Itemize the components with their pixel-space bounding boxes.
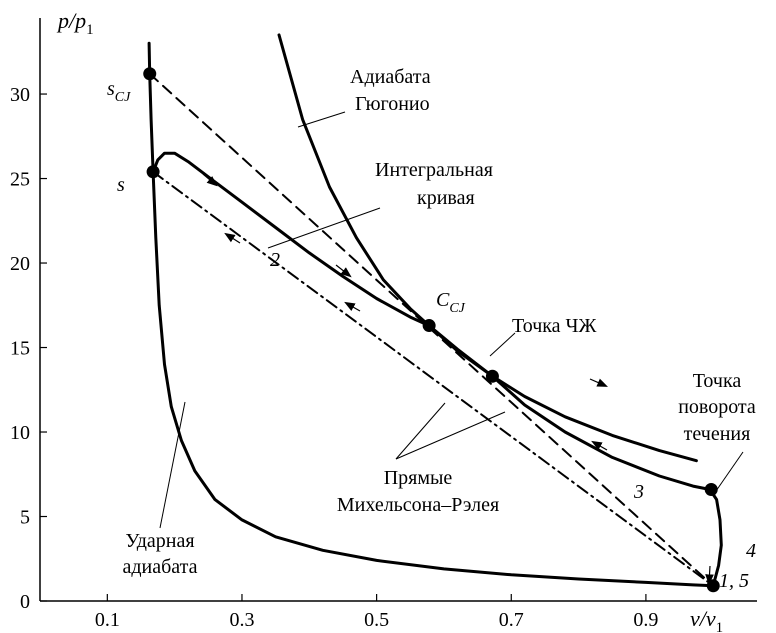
point-turning-point bbox=[704, 482, 718, 496]
leader-integral bbox=[267, 207, 381, 249]
x-tick-label-0: 0.1 bbox=[95, 609, 120, 631]
label-hugoniot-2: Гюгонио bbox=[355, 93, 430, 115]
arrow-integral-bottom bbox=[705, 565, 714, 586]
y-tick-label-0: 0 bbox=[20, 591, 30, 613]
label-shock-2: адиабата bbox=[122, 556, 197, 578]
leader-turning bbox=[715, 451, 744, 492]
y-tick-label-3: 15 bbox=[10, 338, 30, 360]
series-group bbox=[143, 33, 723, 593]
label-integral-1: Интегральная bbox=[375, 159, 493, 181]
x-tick-label-1: 0.3 bbox=[229, 609, 254, 631]
point-s bbox=[146, 165, 160, 179]
arrow-rayleigh-s-lower bbox=[591, 440, 608, 451]
series-integral-curve bbox=[151, 151, 723, 588]
label-hugoniot-1: Адиабата bbox=[350, 66, 431, 88]
label-num-3: 3 bbox=[633, 481, 644, 503]
y-tick-label-5: 25 bbox=[10, 169, 30, 191]
y-tick-label-6: 30 bbox=[10, 84, 30, 106]
label-num-2: 2 bbox=[270, 249, 280, 271]
label-rayleigh-1: Прямые bbox=[384, 467, 453, 489]
y-axis-title: p/p1 bbox=[56, 8, 94, 38]
label-integral-2: кривая bbox=[417, 187, 475, 209]
leader-shock bbox=[159, 401, 186, 529]
label-turning-2: поворота bbox=[678, 396, 756, 418]
label-rayleigh-2: Михельсона–Рэлея bbox=[337, 494, 499, 516]
y-tick-label-2: 10 bbox=[10, 422, 30, 444]
label-s-cj: sCJ bbox=[107, 78, 131, 105]
direction-arrows bbox=[202, 173, 714, 586]
leader-lines bbox=[159, 111, 744, 529]
label-num-4: 4 bbox=[746, 540, 756, 562]
leader-hugoniot bbox=[297, 111, 346, 128]
series-shock-adiabat bbox=[147, 41, 715, 588]
arrow-integral-lower bbox=[589, 378, 608, 387]
label-num-1-5: 1, 5 bbox=[719, 570, 749, 592]
arrow-integral-top bbox=[202, 173, 218, 187]
x-tick-label-2: 0.5 bbox=[364, 609, 389, 631]
x-tick-label-3: 0.7 bbox=[499, 609, 524, 631]
label-turning-3: течения bbox=[684, 423, 751, 445]
y-tick-label-4: 20 bbox=[10, 253, 30, 275]
arrow-rayleigh-s-upper bbox=[224, 232, 241, 244]
leader-rayleigh-a bbox=[395, 402, 446, 460]
label-cj-point: Точка ЧЖ bbox=[512, 315, 597, 337]
label-turning-1: Точка bbox=[693, 370, 742, 392]
leader-cj-point bbox=[489, 332, 516, 357]
x-axis-title: v/v1 bbox=[690, 606, 723, 633]
arrow-rayleigh-s-mid bbox=[344, 301, 361, 312]
label-shock-1: Ударная bbox=[125, 530, 194, 552]
point-cj-point bbox=[485, 369, 499, 383]
label-s: s bbox=[117, 174, 125, 196]
point-c-cj bbox=[422, 319, 436, 333]
series-rayleigh-line-s bbox=[152, 170, 715, 587]
leader-rayleigh-b bbox=[395, 411, 506, 460]
point-s-cj bbox=[143, 67, 157, 81]
arrow-integral-mid bbox=[335, 264, 352, 278]
ticks-group: 0.1 0.3 0.5 0.7 0.9 0 5 10 15 20 25 30 bbox=[10, 84, 658, 631]
x-tick-label-4: 0.9 bbox=[633, 609, 658, 631]
y-tick-label-1: 5 bbox=[20, 507, 30, 529]
label-c-cj: CCJ bbox=[436, 289, 466, 316]
